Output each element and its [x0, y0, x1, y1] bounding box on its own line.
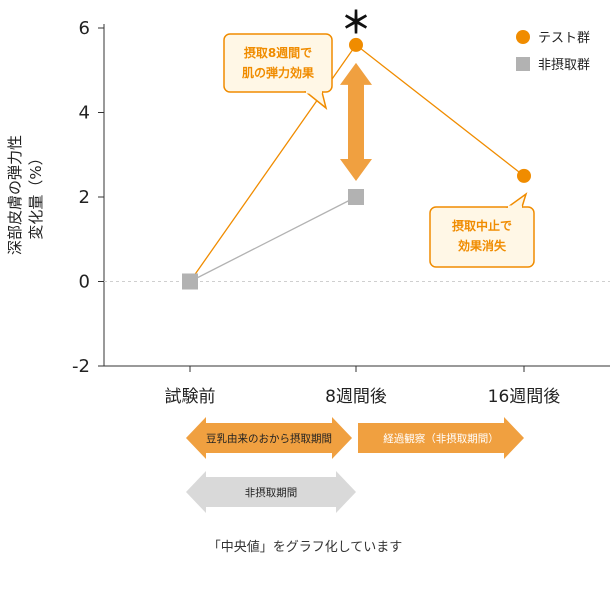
- x-tick-label: 試験前: [165, 387, 216, 407]
- y-tick-label: 2: [79, 187, 90, 208]
- callout-tail: [505, 192, 528, 208]
- callout-box: [223, 33, 333, 93]
- period-arrows: 豆乳由来のおから摂取期間 経過観察（非摂取期間） 非摂取期間: [186, 417, 524, 513]
- y-tick-label: 0: [79, 272, 90, 293]
- y-axis-label: 深部皮膚の弾力性 変化量（%）: [6, 135, 45, 255]
- series-line-1: [189, 196, 357, 283]
- callout-text: 効果消失: [458, 238, 507, 253]
- data-point-series1-0: [182, 273, 198, 290]
- x-ticks: 試験前 8週間後 16週間後: [165, 366, 561, 407]
- y-tick-label: -2: [72, 356, 90, 377]
- legend-label-test: テスト群: [538, 31, 590, 46]
- difference-arrow: [340, 62, 372, 181]
- y-tick-label: 6: [79, 18, 90, 39]
- period-arrow-1: [358, 417, 524, 459]
- callout-tail: [303, 91, 328, 110]
- y-tick-label: 4: [79, 103, 90, 124]
- period-arrow-2: [186, 471, 356, 513]
- legend-swatch-test: [516, 30, 530, 44]
- period-arrow-label-1: 経過観察（非摂取期間）: [383, 432, 499, 445]
- y-ticks: -2 0 2 4 6: [72, 18, 104, 377]
- footnote: 「中央値」をグラフ化しています: [207, 540, 403, 555]
- period-arrow-label-0: 豆乳由来のおから摂取期間: [206, 432, 332, 445]
- series-markers: [182, 37, 531, 290]
- data-point-series0-2: [517, 168, 531, 183]
- legend-swatch-control: [516, 57, 530, 71]
- callout-box: [429, 206, 535, 268]
- callout-text: 摂取中止で: [452, 218, 512, 233]
- y-axis-label-line1: 深部皮膚の弾力性: [6, 135, 24, 255]
- legend-label-control: 非摂取群: [538, 57, 590, 73]
- data-point-series0-1: [349, 37, 363, 52]
- significance-mark: ＊: [341, 6, 371, 41]
- y-axis-label-line2: 変化量（%）: [27, 150, 45, 239]
- difference-arrow-shape: [340, 62, 372, 181]
- callout-text: 摂取8週間で: [244, 45, 312, 60]
- callout-text: 肌の弾力効果: [241, 65, 314, 80]
- data-point-series1-1: [348, 189, 364, 205]
- x-tick-label: 16週間後: [488, 387, 561, 407]
- period-arrow-label-2: 非摂取期間: [245, 486, 298, 499]
- x-tick-label: 8週間後: [325, 387, 387, 407]
- period-arrow-0: [186, 417, 352, 459]
